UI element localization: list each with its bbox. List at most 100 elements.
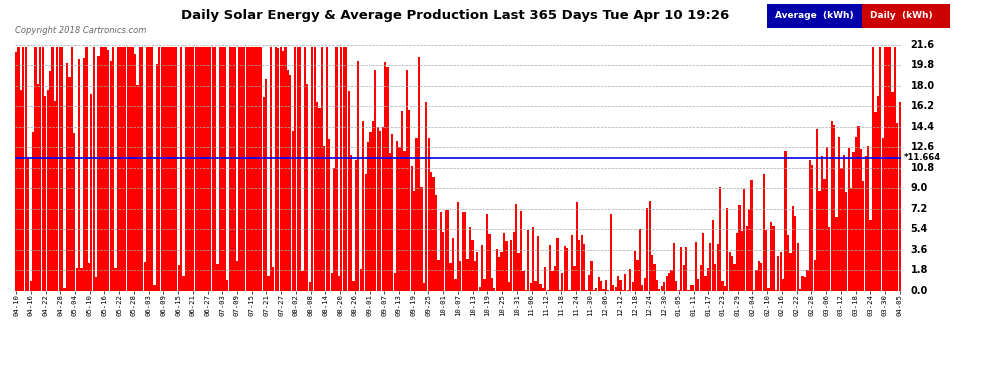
Bar xyxy=(829,227,831,291)
Bar xyxy=(297,47,299,291)
Bar xyxy=(695,242,697,291)
Bar xyxy=(670,270,672,291)
Bar xyxy=(175,47,177,291)
Bar xyxy=(150,47,153,291)
Bar xyxy=(257,47,260,291)
Bar xyxy=(262,97,264,291)
Bar xyxy=(549,245,551,291)
Bar xyxy=(884,47,886,291)
Bar xyxy=(244,47,246,291)
Bar xyxy=(700,265,702,291)
Bar xyxy=(471,240,473,291)
Text: Daily  (kWh): Daily (kWh) xyxy=(869,12,933,20)
Bar xyxy=(58,47,60,291)
Bar xyxy=(53,101,56,291)
Bar xyxy=(727,207,729,291)
Bar xyxy=(673,243,675,291)
Bar xyxy=(809,160,811,291)
Bar xyxy=(859,148,862,291)
Bar xyxy=(456,202,459,291)
Bar xyxy=(132,47,134,291)
Bar xyxy=(842,155,845,291)
Bar xyxy=(461,212,464,291)
Bar xyxy=(374,70,376,291)
Bar xyxy=(142,47,144,291)
Bar xyxy=(359,269,362,291)
Bar xyxy=(270,47,272,291)
Bar xyxy=(438,261,440,291)
Bar xyxy=(421,188,423,291)
Bar xyxy=(226,280,229,291)
Bar xyxy=(770,222,772,291)
Bar xyxy=(741,231,743,291)
Bar xyxy=(899,102,901,291)
Bar xyxy=(593,290,595,291)
Text: 12.6: 12.6 xyxy=(911,142,935,152)
Bar xyxy=(403,151,406,291)
Bar xyxy=(445,210,446,291)
Bar xyxy=(418,57,420,291)
Bar xyxy=(542,288,544,291)
Bar xyxy=(505,241,508,291)
Bar xyxy=(37,84,39,291)
Bar xyxy=(610,214,612,291)
Bar xyxy=(811,165,814,291)
Bar xyxy=(644,279,645,291)
Bar xyxy=(40,47,42,291)
Bar xyxy=(714,264,717,291)
Bar xyxy=(665,276,668,291)
Bar xyxy=(478,287,481,291)
Bar xyxy=(195,47,197,291)
Bar xyxy=(202,47,204,291)
Text: 5.4: 5.4 xyxy=(911,224,928,234)
Bar xyxy=(435,195,438,291)
Bar xyxy=(697,279,699,291)
Bar xyxy=(85,47,87,291)
Bar xyxy=(717,244,719,291)
Bar xyxy=(170,47,172,291)
Bar xyxy=(139,47,141,291)
Bar xyxy=(423,284,425,291)
Bar xyxy=(357,61,359,291)
Bar xyxy=(209,47,212,291)
Bar xyxy=(615,287,617,291)
Bar xyxy=(704,276,707,291)
Bar xyxy=(321,47,323,291)
Bar xyxy=(187,47,189,291)
Bar xyxy=(508,282,510,291)
Bar xyxy=(338,276,340,291)
Text: *11.664: *11.664 xyxy=(904,153,941,162)
Bar xyxy=(821,156,823,291)
Bar xyxy=(627,290,629,291)
Bar xyxy=(341,47,343,291)
Bar xyxy=(503,233,505,291)
Bar xyxy=(309,282,311,291)
Bar xyxy=(122,47,124,291)
Bar xyxy=(476,252,478,291)
Bar xyxy=(755,270,757,291)
Bar xyxy=(413,191,415,291)
Bar xyxy=(680,247,682,291)
Text: 14.4: 14.4 xyxy=(911,122,935,132)
Bar xyxy=(443,232,445,291)
Bar xyxy=(440,211,442,291)
Bar xyxy=(845,192,847,291)
Bar xyxy=(63,288,65,291)
Bar xyxy=(83,57,85,291)
Bar xyxy=(160,47,162,291)
Bar xyxy=(767,288,769,291)
Bar xyxy=(496,249,498,291)
Bar xyxy=(886,47,889,291)
Bar xyxy=(18,47,20,291)
Bar xyxy=(347,91,349,291)
Bar xyxy=(879,47,881,291)
Bar xyxy=(306,84,309,291)
Bar xyxy=(326,47,328,291)
Bar xyxy=(47,90,49,291)
Bar xyxy=(343,47,345,291)
Bar xyxy=(653,264,655,291)
Bar xyxy=(556,238,558,291)
Bar xyxy=(629,269,632,291)
Bar xyxy=(799,290,801,291)
Bar xyxy=(391,134,393,291)
